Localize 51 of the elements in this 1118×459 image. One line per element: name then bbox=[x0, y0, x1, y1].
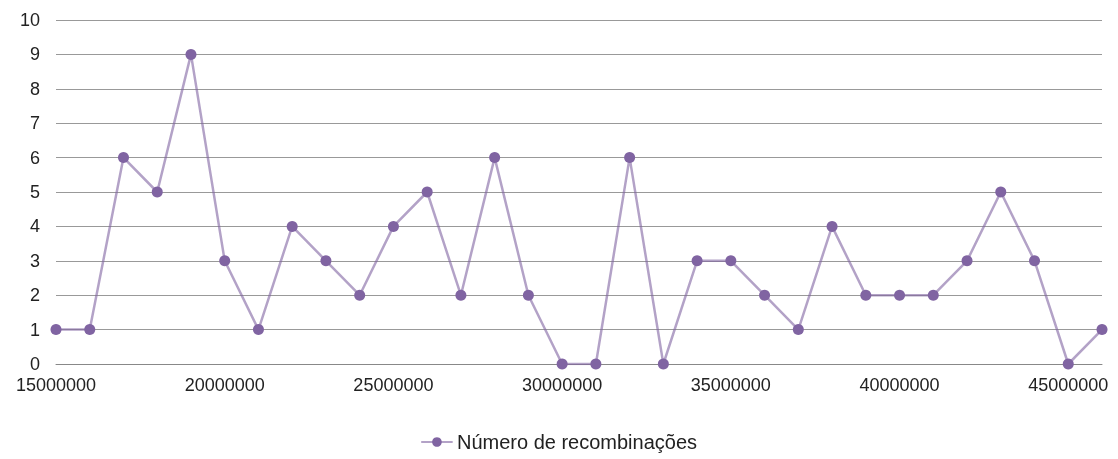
point bbox=[118, 152, 129, 164]
point bbox=[455, 289, 467, 301]
point bbox=[792, 324, 804, 336]
point bbox=[387, 220, 399, 232]
y-tick-label: 0 bbox=[29, 354, 40, 374]
point bbox=[185, 48, 197, 60]
point bbox=[252, 324, 264, 336]
point bbox=[894, 289, 906, 301]
point bbox=[1096, 324, 1108, 336]
point bbox=[421, 186, 433, 198]
y-tick-label: 2 bbox=[29, 285, 40, 306]
point bbox=[84, 324, 96, 336]
point bbox=[725, 255, 737, 267]
y-tick-label: 5 bbox=[29, 182, 40, 202]
legend-label: Número de recombinações bbox=[456, 431, 698, 453]
point bbox=[1029, 255, 1041, 267]
point bbox=[219, 255, 231, 267]
x-tick-label: 30000000 bbox=[522, 375, 603, 395]
point bbox=[522, 289, 534, 301]
y-tick-label: 9 bbox=[29, 44, 40, 65]
y-tick-label: 3 bbox=[29, 250, 40, 271]
point bbox=[927, 289, 939, 301]
y-tick-label: 8 bbox=[29, 78, 40, 99]
x-tick-label: 20000000 bbox=[184, 375, 265, 395]
point bbox=[624, 152, 636, 164]
point bbox=[995, 186, 1007, 198]
point bbox=[657, 358, 669, 370]
y-tick-label: 6 bbox=[29, 147, 40, 168]
y-tick-label: 1 bbox=[29, 319, 40, 340]
x-tick-label: 35000000 bbox=[690, 375, 771, 395]
point bbox=[151, 186, 163, 198]
x-tick-label: 45000000 bbox=[1028, 375, 1109, 395]
x-tick-label: 15000000 bbox=[15, 375, 97, 395]
point bbox=[50, 324, 62, 336]
y-tick-label: 7 bbox=[29, 113, 40, 134]
point bbox=[489, 152, 501, 164]
point bbox=[286, 220, 298, 232]
x-tick-label: 40000000 bbox=[859, 375, 940, 395]
point bbox=[759, 289, 771, 301]
point bbox=[860, 289, 872, 301]
point bbox=[354, 289, 366, 301]
point bbox=[590, 358, 602, 370]
point bbox=[556, 358, 568, 370]
point bbox=[826, 220, 838, 232]
x-tick-label: 25000000 bbox=[353, 375, 434, 395]
point bbox=[320, 255, 332, 267]
point bbox=[961, 255, 973, 267]
point bbox=[1062, 358, 1074, 370]
y-tick-label: 10 bbox=[19, 10, 40, 30]
y-tick-label: 4 bbox=[29, 216, 40, 237]
point bbox=[691, 255, 703, 267]
